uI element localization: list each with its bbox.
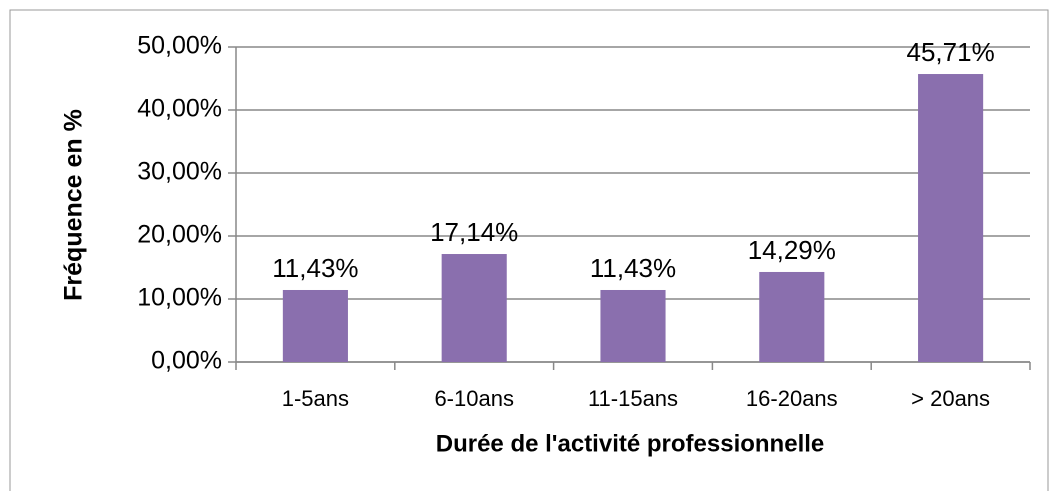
y-tick-label: 0,00% [151,347,222,375]
bar [600,289,666,362]
x-tick-label: 11-15ans [588,386,678,411]
data-label: 45,71% [907,37,995,67]
data-label: 11,43% [272,253,358,283]
y-axis-title: Fréquence en % [60,109,88,301]
bar [441,254,507,362]
y-tick-label: 40,00% [137,95,222,123]
chart-frame [9,9,1049,491]
data-label: 17,14% [430,217,518,247]
bar [918,74,984,362]
x-tick-label: 1-5ans [282,386,349,411]
x-tick-label: > 20ans [911,386,990,411]
x-axis-title: Durée de l'activité professionnelle [436,430,825,457]
bar [759,271,825,362]
y-tick-label: 30,00% [137,158,222,186]
x-tick-label: 16-20ans [746,386,838,411]
y-tick-label: 10,00% [137,284,222,312]
y-tick-label: 20,00% [137,221,222,249]
bar [282,289,348,362]
x-tick-label: 6-10ans [434,386,514,411]
data-label: 11,43% [590,253,676,283]
y-tick-label: 50,00% [137,32,222,60]
data-label: 14,29% [748,235,836,265]
